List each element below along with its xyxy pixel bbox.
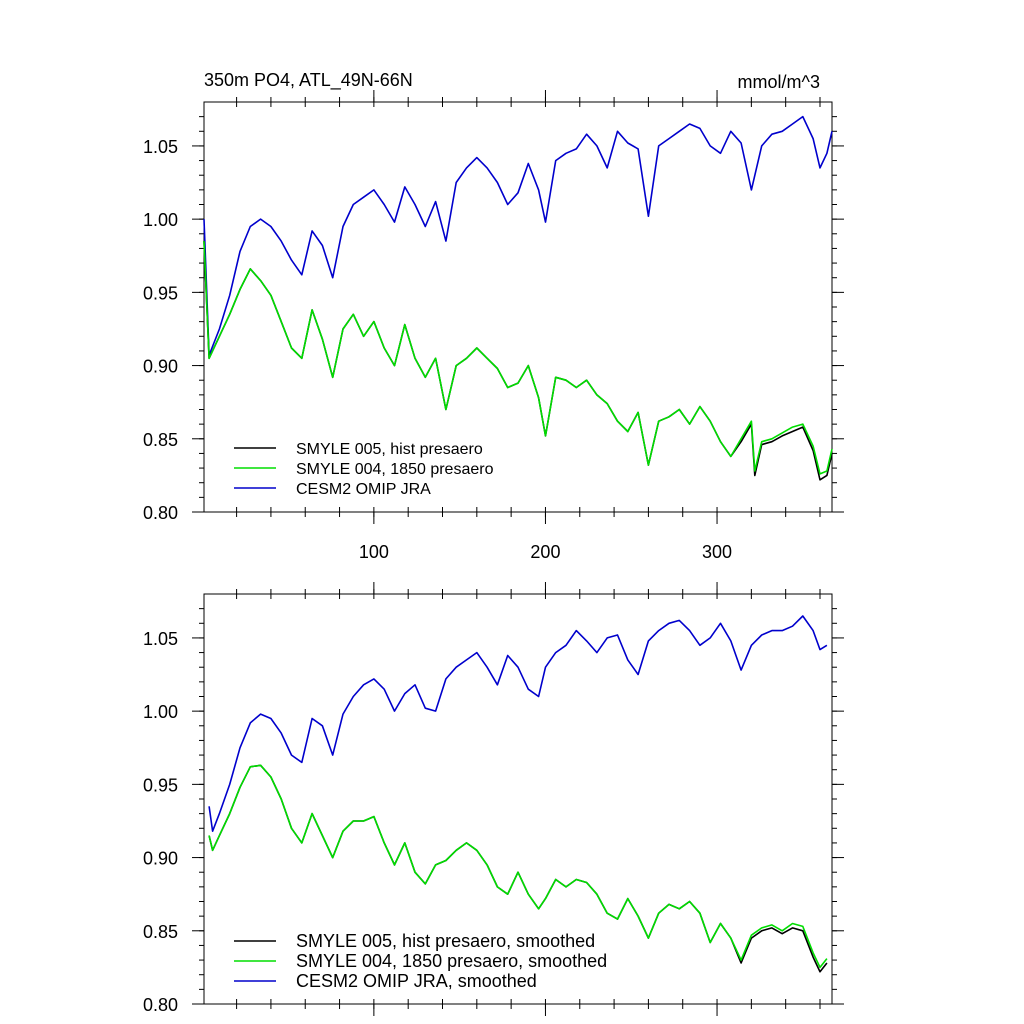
legend-label: CESM2 OMIP JRA, smoothed: [296, 971, 537, 991]
legend-label: SMYLE 004, 1850 presaero, smoothed: [296, 951, 607, 971]
y-tick-label: 0.85: [143, 430, 178, 450]
legend-label: SMYLE 005, hist presaero: [296, 441, 483, 458]
y-tick-label: 0.95: [143, 775, 178, 795]
series-line-1: [208, 764, 828, 969]
x-tick-label: 100: [359, 542, 389, 562]
series-line-2: [203, 115, 833, 357]
x-tick-label: 300: [702, 542, 732, 562]
legend-label: CESM2 OMIP JRA: [296, 481, 431, 498]
series-line-1: [203, 241, 833, 475]
y-tick-label: 1.05: [143, 629, 178, 649]
y-tick-label: 0.80: [143, 995, 178, 1015]
y-tick-label: 0.90: [143, 357, 178, 377]
x-tick-label: 200: [530, 542, 560, 562]
y-tick-label: 1.00: [143, 702, 178, 722]
top-panel: 350m PO4, ATL_49N-66N mmol/m^3 100 200 300…: [143, 70, 844, 562]
y-tick-label: 1.05: [143, 137, 178, 157]
y-tick-label: 0.80: [143, 503, 178, 523]
y-tick-label: 0.90: [143, 849, 178, 869]
bottom-panel: 0.80 0.85 0.90 0.95 1.00 1.05 SMYLE 005, hist …: [143, 582, 844, 1016]
y-tick-label: 1.00: [143, 210, 178, 230]
chart-title: 350m PO4, ATL_49N-66N: [204, 70, 413, 91]
series-line-2: [208, 615, 828, 833]
legend-label: SMYLE 005, hist presaero, smoothed: [296, 931, 595, 951]
y-tick-label: 0.85: [143, 922, 178, 942]
y-tick-label: 0.95: [143, 283, 178, 303]
legend-label: SMYLE 004, 1850 presaero: [296, 461, 494, 478]
units-label: mmol/m^3: [738, 72, 820, 92]
